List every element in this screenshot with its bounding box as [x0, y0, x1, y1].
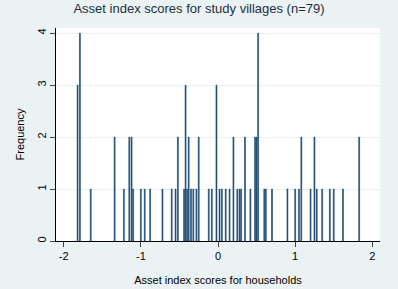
svg-text:4: 4 — [36, 28, 48, 34]
svg-text:0: 0 — [36, 236, 48, 242]
svg-text:2: 2 — [369, 250, 375, 262]
svg-text:-1: -1 — [136, 250, 146, 262]
svg-text:-2: -2 — [59, 250, 69, 262]
svg-text:Asset index scores for househo: Asset index scores for households — [134, 274, 302, 286]
svg-text:3: 3 — [36, 80, 48, 86]
svg-text:1: 1 — [292, 250, 298, 262]
svg-text:2: 2 — [36, 132, 48, 138]
svg-text:1: 1 — [36, 184, 48, 190]
svg-text:0: 0 — [215, 250, 221, 262]
svg-text:Asset index scores for study v: Asset index scores for study villages (n… — [73, 1, 324, 16]
svg-text:Frequency: Frequency — [14, 108, 26, 160]
